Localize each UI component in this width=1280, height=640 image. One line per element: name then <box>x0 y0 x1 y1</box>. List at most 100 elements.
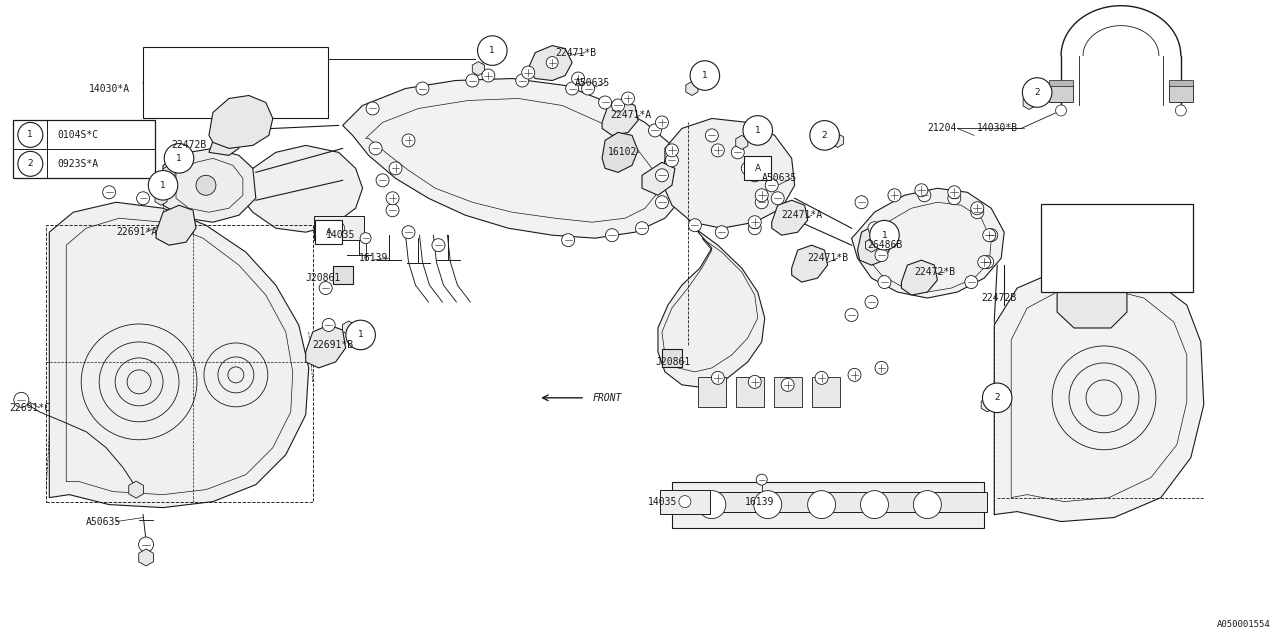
Circle shape <box>612 99 625 112</box>
Circle shape <box>369 142 381 155</box>
Circle shape <box>876 362 888 374</box>
Circle shape <box>18 152 42 176</box>
Text: J20861: J20861 <box>655 357 690 367</box>
Circle shape <box>599 96 612 109</box>
Circle shape <box>947 192 961 205</box>
Circle shape <box>1175 105 1187 116</box>
Circle shape <box>845 308 858 321</box>
Circle shape <box>402 134 415 147</box>
Circle shape <box>323 319 335 332</box>
Text: A050001554: A050001554 <box>1217 620 1271 629</box>
Circle shape <box>984 228 997 242</box>
Text: A50635: A50635 <box>575 77 611 88</box>
Text: 2: 2 <box>822 131 827 140</box>
Circle shape <box>622 92 635 105</box>
Bar <box>314 216 364 240</box>
Circle shape <box>749 216 762 228</box>
Polygon shape <box>602 100 637 136</box>
Bar <box>662 349 682 367</box>
Text: 1: 1 <box>357 330 364 339</box>
Text: 22472B: 22472B <box>982 293 1016 303</box>
Circle shape <box>481 69 495 82</box>
Text: A50635: A50635 <box>86 516 122 527</box>
Polygon shape <box>708 492 987 511</box>
Circle shape <box>566 82 579 95</box>
Text: 1: 1 <box>27 131 33 140</box>
Circle shape <box>970 202 984 215</box>
Circle shape <box>666 154 678 167</box>
Text: A50635: A50635 <box>762 173 797 183</box>
Circle shape <box>980 255 993 269</box>
Text: A: A <box>325 228 332 237</box>
Polygon shape <box>658 228 764 388</box>
Circle shape <box>477 36 507 65</box>
Text: 22471*B: 22471*B <box>556 47 596 58</box>
Bar <box>315 220 342 244</box>
Text: 1: 1 <box>177 154 182 163</box>
Polygon shape <box>163 148 256 222</box>
Polygon shape <box>529 45 572 81</box>
Polygon shape <box>672 482 984 527</box>
Circle shape <box>712 144 724 157</box>
Bar <box>1050 79 1073 86</box>
Polygon shape <box>209 95 273 148</box>
Polygon shape <box>1057 292 1126 328</box>
Circle shape <box>102 186 115 199</box>
Bar <box>143 47 328 118</box>
Text: 26486B: 26486B <box>868 240 902 250</box>
Text: 14035: 14035 <box>325 230 355 240</box>
Circle shape <box>196 175 216 195</box>
Circle shape <box>649 124 662 137</box>
Text: 22471*A: 22471*A <box>611 111 652 120</box>
Circle shape <box>466 74 479 87</box>
Bar <box>744 156 772 180</box>
Bar <box>1050 84 1073 102</box>
Polygon shape <box>306 325 346 368</box>
Circle shape <box>808 491 836 518</box>
Circle shape <box>431 239 445 252</box>
Circle shape <box>756 474 767 485</box>
Circle shape <box>698 491 726 518</box>
Text: 16139: 16139 <box>358 253 388 263</box>
Text: 2: 2 <box>995 394 1000 403</box>
Circle shape <box>18 122 42 147</box>
Text: 22472B: 22472B <box>172 140 206 150</box>
Polygon shape <box>982 398 993 412</box>
Circle shape <box>655 116 668 129</box>
Circle shape <box>137 192 150 205</box>
Polygon shape <box>155 191 168 205</box>
Circle shape <box>754 491 782 518</box>
Circle shape <box>605 228 618 242</box>
Text: 22471*B: 22471*B <box>808 253 849 263</box>
Polygon shape <box>472 61 484 76</box>
Text: 2: 2 <box>1034 88 1039 97</box>
Circle shape <box>888 189 901 202</box>
Text: 1: 1 <box>160 180 166 190</box>
Circle shape <box>562 234 575 246</box>
Circle shape <box>690 61 719 90</box>
Bar <box>812 377 840 407</box>
Circle shape <box>742 116 773 145</box>
Circle shape <box>869 220 900 250</box>
Bar <box>660 490 710 513</box>
Text: 22691*C: 22691*C <box>9 403 50 413</box>
Polygon shape <box>772 200 808 235</box>
Polygon shape <box>643 163 675 195</box>
Text: 22472*B: 22472*B <box>914 267 956 277</box>
Polygon shape <box>995 268 1203 522</box>
Circle shape <box>346 320 375 349</box>
Circle shape <box>716 226 728 239</box>
Circle shape <box>810 120 840 150</box>
Polygon shape <box>209 129 239 156</box>
Circle shape <box>416 82 429 95</box>
Polygon shape <box>50 202 308 508</box>
Bar <box>1169 79 1193 86</box>
Circle shape <box>781 378 794 391</box>
Text: 16139: 16139 <box>745 497 774 507</box>
Circle shape <box>387 192 399 205</box>
Circle shape <box>755 189 768 202</box>
Polygon shape <box>156 205 196 245</box>
Circle shape <box>849 369 861 381</box>
Circle shape <box>360 233 371 244</box>
Text: 0104S*C: 0104S*C <box>58 130 99 140</box>
